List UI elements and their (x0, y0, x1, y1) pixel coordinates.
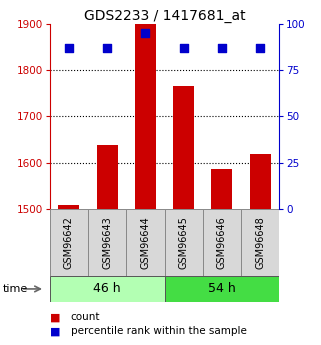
Text: time: time (3, 284, 29, 294)
Text: count: count (71, 313, 100, 322)
Bar (211, 169, 232, 209)
Text: percentile rank within the sample: percentile rank within the sample (71, 326, 247, 336)
FancyBboxPatch shape (50, 276, 164, 302)
Bar (135, 24, 156, 209)
Bar (58, 206, 79, 209)
Point (257, 46, 263, 51)
FancyBboxPatch shape (241, 209, 279, 276)
FancyBboxPatch shape (203, 209, 241, 276)
Title: GDS2233 / 1417681_at: GDS2233 / 1417681_at (84, 9, 245, 23)
Text: GSM96644: GSM96644 (140, 216, 150, 269)
FancyBboxPatch shape (164, 209, 203, 276)
Bar (97, 145, 118, 209)
Bar (173, 86, 194, 209)
Text: 54 h: 54 h (208, 283, 236, 295)
Text: GSM96648: GSM96648 (255, 216, 265, 269)
FancyBboxPatch shape (50, 209, 88, 276)
Text: 46 h: 46 h (93, 283, 121, 295)
Text: GSM96643: GSM96643 (102, 216, 112, 269)
Text: GSM96642: GSM96642 (64, 216, 74, 269)
Point (143, 31, 148, 36)
FancyBboxPatch shape (88, 209, 126, 276)
Point (181, 46, 186, 51)
Text: ■: ■ (50, 326, 60, 336)
Text: GSM96645: GSM96645 (179, 216, 189, 269)
Bar (250, 154, 271, 209)
Point (66, 46, 72, 51)
FancyBboxPatch shape (164, 276, 279, 302)
Text: ■: ■ (50, 313, 60, 322)
Text: GSM96646: GSM96646 (217, 216, 227, 269)
FancyBboxPatch shape (126, 209, 164, 276)
Point (105, 46, 110, 51)
Point (219, 46, 224, 51)
